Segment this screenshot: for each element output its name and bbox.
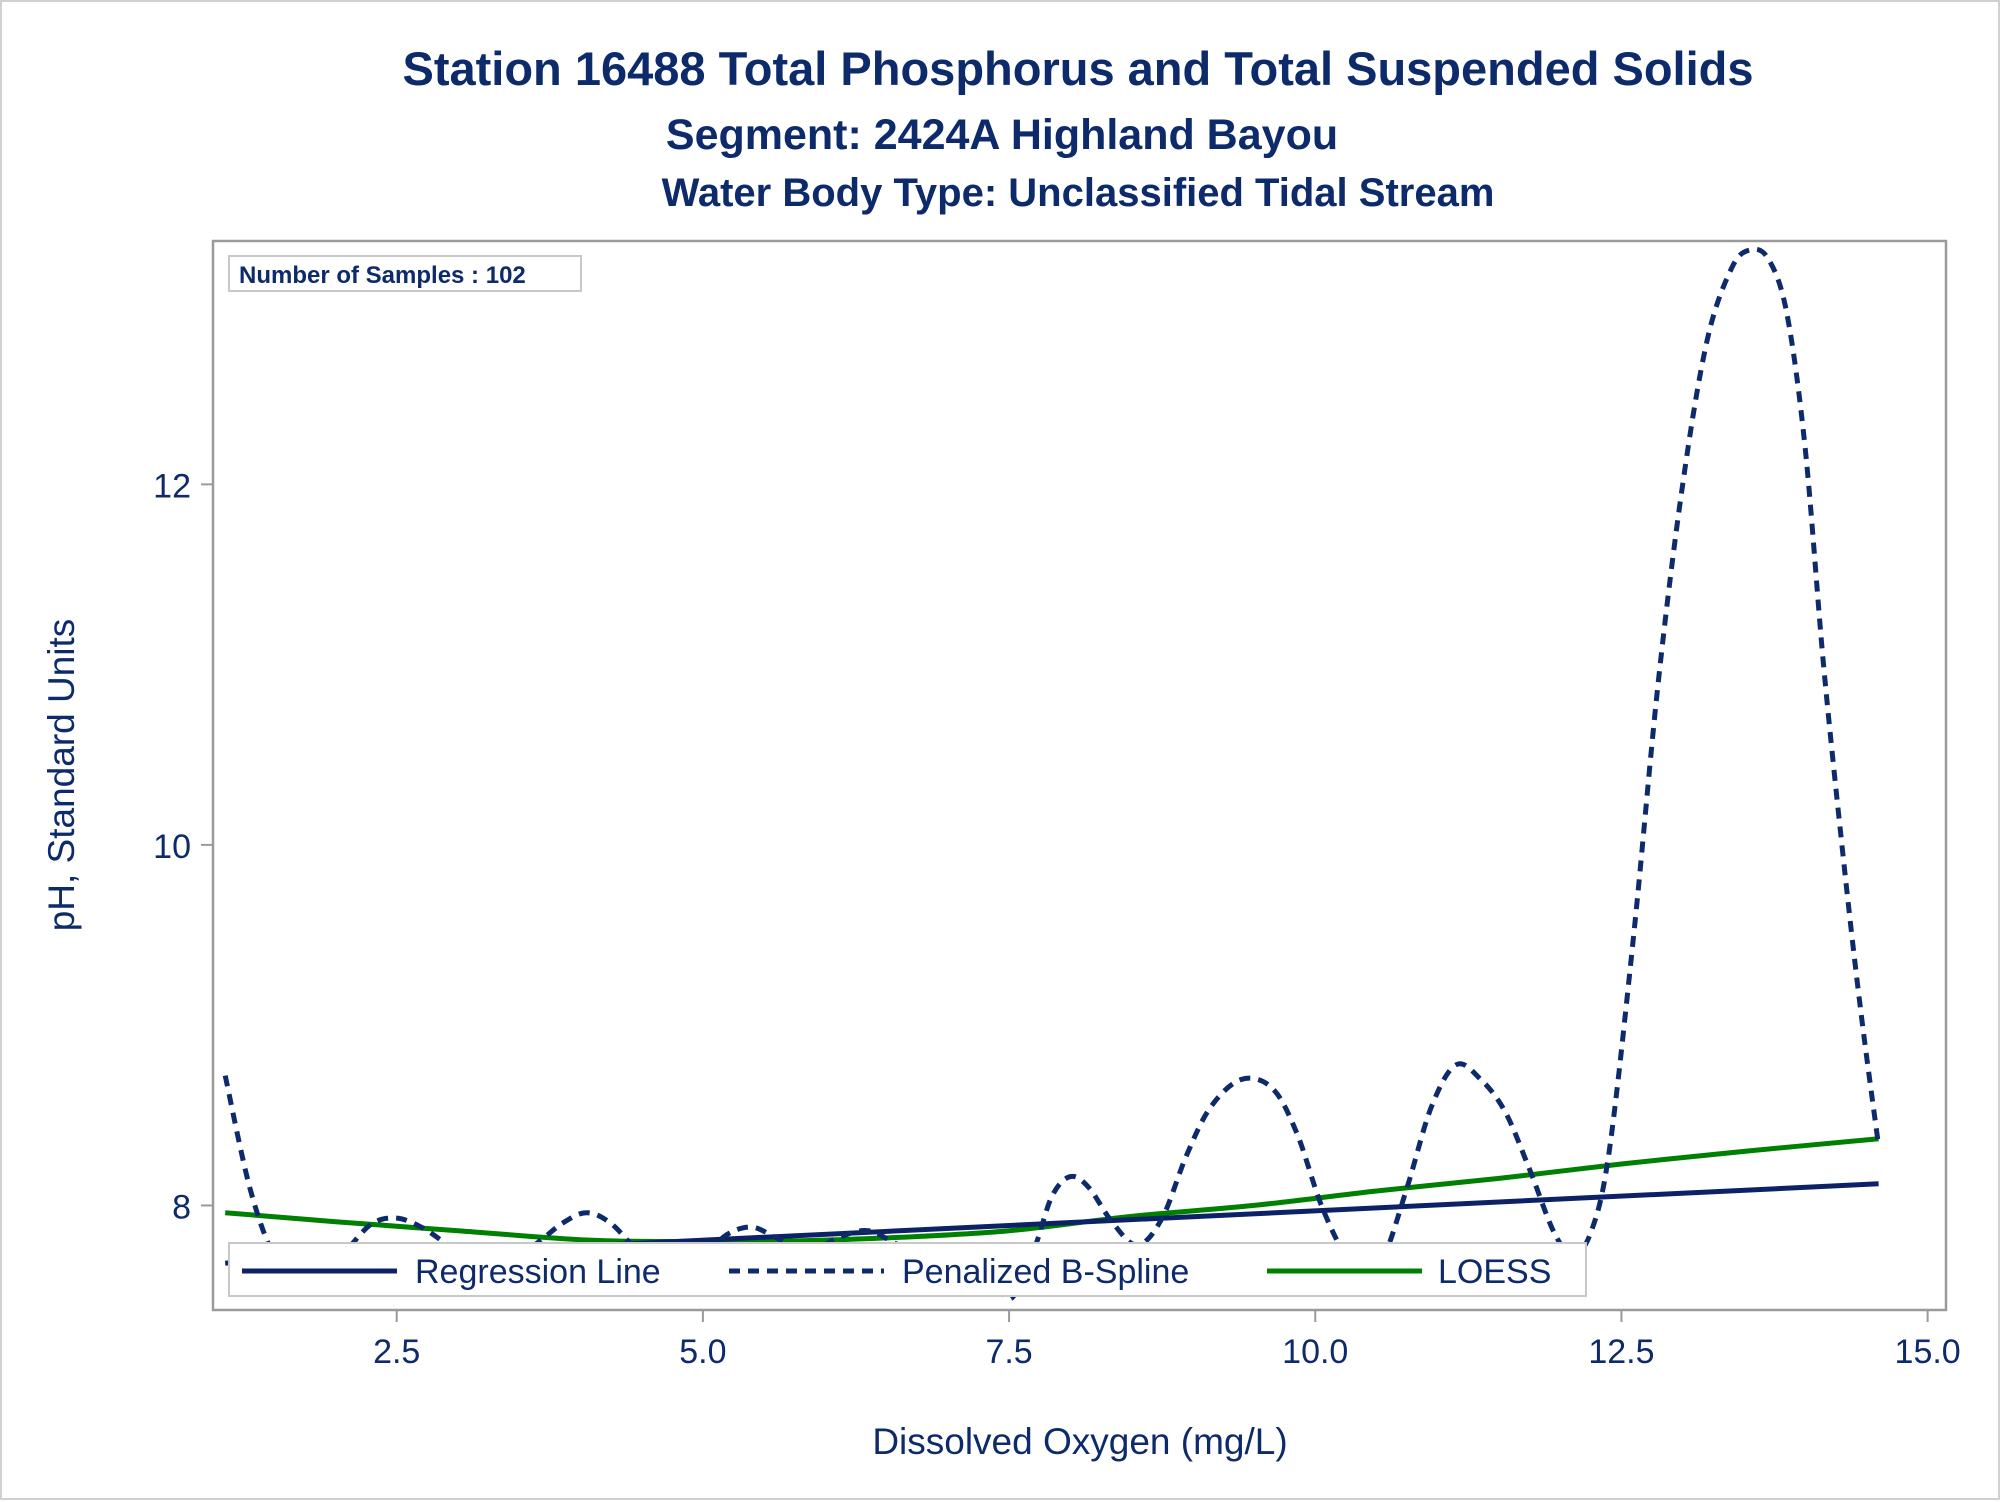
sample-count-annotation: Number of Samples : 102 — [228, 255, 582, 292]
y-tick-label: 12 — [153, 467, 191, 505]
x-axis: 2.5 5.0 7.5 10.0 12.5 15.0 — [373, 1310, 1961, 1371]
chart-subtitle: Segment: 2424A Highland Bayou — [666, 111, 1338, 159]
annotation-box — [228, 255, 582, 292]
x-tick-label: 15.0 — [1895, 1333, 1961, 1371]
y-axis-label: pH, Standard Units — [41, 619, 82, 932]
legend: Regression Line Penalized B-Spline LOESS — [228, 1242, 1587, 1297]
x-tick-label: 10.0 — [1282, 1333, 1348, 1371]
x-tick-label: 2.5 — [373, 1333, 420, 1371]
chart-title: Station 16488 Total Phosphorus and Total… — [403, 42, 1754, 95]
y-axis: 8 10 12 — [153, 467, 213, 1226]
y-tick-label: 8 — [172, 1188, 191, 1226]
legend-label-regression-line: Regression Line — [415, 1253, 661, 1291]
x-axis-label: Dissolved Oxygen (mg/L) — [872, 1421, 1287, 1462]
legend-label-loess: LOESS — [1438, 1253, 1551, 1291]
y-tick-label: 10 — [153, 828, 191, 866]
legend-label-penalized-b-spline: Penalized B-Spline — [902, 1253, 1189, 1291]
series-line-loess — [224, 1136, 1879, 1245]
chart-subtitle-2: Water Body Type: Unclassified Tidal Stre… — [662, 171, 1495, 215]
plot-area — [211, 239, 1948, 1312]
sample-count-text: Number of Samples : 102 — [239, 262, 526, 289]
x-tick-label: 7.5 — [985, 1333, 1032, 1371]
x-tick-label: 12.5 — [1588, 1333, 1654, 1371]
x-tick-label: 5.0 — [679, 1333, 726, 1371]
